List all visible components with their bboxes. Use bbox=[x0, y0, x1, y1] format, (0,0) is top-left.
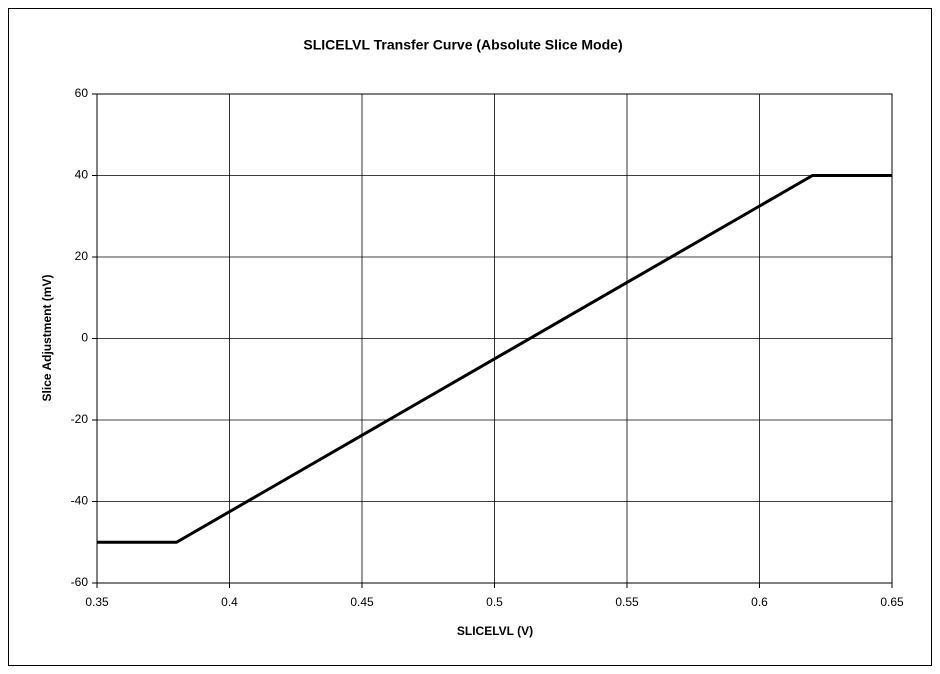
x-tick-label: 0.6 bbox=[751, 595, 768, 609]
x-tick-label: 0.55 bbox=[615, 595, 639, 609]
x-tick-label: 0.65 bbox=[880, 595, 904, 609]
x-axis-label: SLICELVL (V) bbox=[457, 624, 533, 638]
y-tick-label: 20 bbox=[75, 249, 89, 263]
y-tick-label: 60 bbox=[75, 86, 89, 100]
y-tick-label: -60 bbox=[71, 575, 89, 589]
x-tick-label: 0.45 bbox=[350, 595, 374, 609]
y-tick-label: 40 bbox=[75, 168, 89, 182]
y-axis-label: Slice Adjustment (mV) bbox=[40, 275, 54, 402]
y-tick-label: 0 bbox=[81, 331, 88, 345]
y-tick-label: -40 bbox=[71, 494, 89, 508]
chart-frame bbox=[8, 8, 932, 666]
y-tick-label: -20 bbox=[71, 412, 89, 426]
data-line bbox=[97, 174, 892, 544]
chart-title: SLICELVL Transfer Curve (Absolute Slice … bbox=[303, 37, 622, 53]
x-tick-label: 0.35 bbox=[85, 595, 109, 609]
x-tick-label: 0.4 bbox=[221, 595, 238, 609]
plot-area bbox=[96, 93, 893, 584]
x-tick-label: 0.5 bbox=[486, 595, 503, 609]
